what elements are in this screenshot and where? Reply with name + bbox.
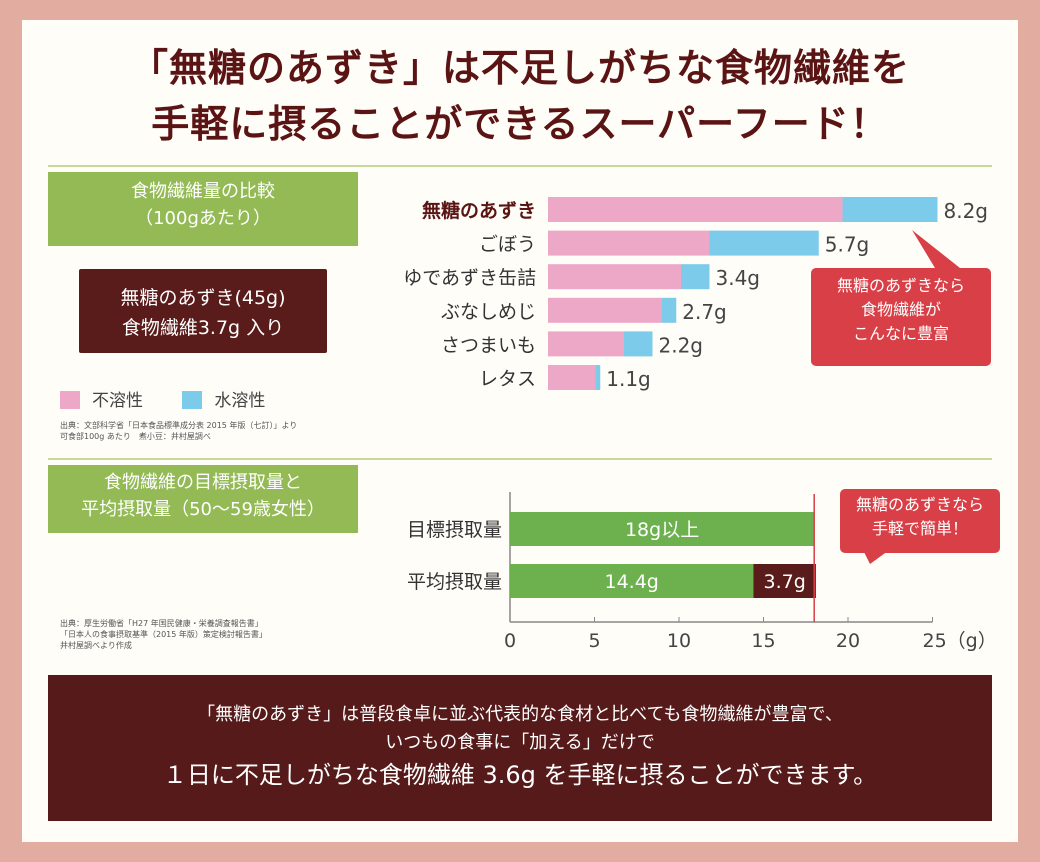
label-line-1: 食物繊維量の比較 <box>131 181 275 202</box>
category-label: さつまいも <box>441 334 536 356</box>
data-label: 3.4g <box>716 266 761 290</box>
category-label: レタス <box>479 368 536 390</box>
category-label: ごぼう <box>479 234 536 256</box>
bubble-pointer <box>912 230 960 268</box>
rich-fiber-bubble: 無糖のあずきなら 食物繊維が こんなに豊富 <box>811 268 991 366</box>
azuki-addition-bar <box>753 564 816 598</box>
bar-insoluble <box>548 197 843 222</box>
x-tick-label: 0 <box>504 630 516 652</box>
data-label: 1.1g <box>606 367 651 391</box>
intake-label-line-2: 平均摂取量（50〜59歳女性） <box>81 499 325 520</box>
source-line-2: 可食部100g あたり 煮小豆：井村屋調べ <box>60 432 211 441</box>
legend-soluble-swatch <box>182 391 203 409</box>
source2-line-3: 井村屋調べより作成 <box>60 641 132 650</box>
bar-soluble <box>662 297 677 323</box>
easy-bubble-line-2: 手軽で簡単！ <box>871 519 968 538</box>
bar-soluble <box>595 365 601 390</box>
intake-bar <box>510 512 815 546</box>
section2-source: 出典：厚生労働省「H27 年国民健康・栄養調査報告書」 「日本人の食事摂取基準（… <box>60 618 267 651</box>
intake-bar-label: 18g以上 <box>625 519 699 541</box>
intake-bar <box>510 564 754 598</box>
bar-soluble <box>709 230 819 256</box>
intake-label-line-1: 食物繊維の目標摂取量と <box>104 472 302 493</box>
bar-soluble <box>624 331 653 357</box>
source2-line-1: 出典：厚生労働省「H27 年国民健康・栄養調査報告書」 <box>60 619 263 628</box>
data-label: 5.7g <box>825 233 870 257</box>
data-label: 8.2g <box>944 199 989 223</box>
title-line-1: 「無糖のあずき」は不足しがちな食物繊維を <box>129 46 910 90</box>
x-tick-label: 25（g） <box>923 630 997 652</box>
x-tick-label: 20 <box>836 630 860 652</box>
bar-insoluble <box>548 264 681 290</box>
category-label: ぶなしめじ <box>441 301 536 323</box>
source-line-1: 出典：文部科学省「日本食品標準成分表 2015 年版（七訂）」より <box>60 421 298 430</box>
legend-soluble-label: 水溶性 <box>214 391 266 411</box>
callout-line-2: 食物繊維3.7g 入り <box>121 317 285 339</box>
intake-bar-label: 3.7g <box>763 571 805 593</box>
bar-insoluble <box>548 331 624 357</box>
section2-divider <box>48 458 992 460</box>
summary-line-1: 「無糖のあずき」は普段食卓に並ぶ代表的な食材と比べても食物繊維が豊富で、 <box>197 704 843 725</box>
page-title: 「無糖のあずき」は不足しがちな食物繊維を 手軽に摂ることができるスーパーフード！ <box>0 40 1040 152</box>
summary-line-2: いつもの食事に「加える」だけで <box>385 732 655 753</box>
bubble-line-3: こんなに豊富 <box>852 324 949 343</box>
bubble-line-2: 食物繊維が <box>860 300 941 319</box>
bar-insoluble <box>548 297 662 323</box>
intake-label: 食物繊維の目標摂取量と 平均摂取量（50〜59歳女性） <box>48 465 358 533</box>
fiber-comparison-chart: 無糖のあずき 8.2g ごぼう 5.7g ゆであずき缶詰 3.4g ぶなしめじ 2.7g さつま… <box>403 197 989 391</box>
intake-category-label: 平均摂取量 <box>407 571 502 593</box>
section1-source: 出典：文部科学省「日本食品標準成分表 2015 年版（七訂）」より 可食部100… <box>60 420 297 442</box>
legend-insoluble: 不溶性 <box>60 391 143 411</box>
bar-insoluble <box>548 230 710 256</box>
bar-insoluble <box>548 365 596 390</box>
azuki-fiber-callout: 無糖のあずき(45g) 食物繊維3.7g 入り <box>79 269 327 353</box>
bar-soluble <box>842 197 938 222</box>
summary-banner: 「無糖のあずき」は普段食卓に並ぶ代表的な食材と比べても食物繊維が豊富で、 いつも… <box>48 675 992 821</box>
category-label: 無糖のあずき <box>422 199 536 222</box>
x-tick-label: 5 <box>588 630 600 652</box>
intake-category-label: 目標摂取量 <box>407 519 502 541</box>
fiber-legend: 不溶性 水溶性 <box>60 386 265 411</box>
fiber-comparison-label: 食物繊維量の比較 （100gあたり） <box>48 172 358 246</box>
x-tick-label: 15 <box>751 630 775 652</box>
callout-line-1: 無糖のあずき(45g) <box>120 287 286 309</box>
section1-divider <box>48 165 992 167</box>
x-tick-label: 10 <box>667 630 691 652</box>
title-line-2: 手軽に摂ることができるスーパーフード！ <box>151 102 889 146</box>
data-label: 2.7g <box>682 300 727 324</box>
label-line-2: （100gあたり） <box>135 208 271 229</box>
data-label: 2.2g <box>659 333 704 357</box>
source2-line-2: 「日本人の食事摂取基準（2015 年版）策定検討報告書」 <box>60 630 267 639</box>
legend-insoluble-swatch <box>60 391 80 409</box>
category-label: ゆであずき缶詰 <box>403 267 536 289</box>
easy-bubble: 無糖のあずきなら 手軽で簡単！ <box>840 489 1000 553</box>
legend-insoluble-label: 不溶性 <box>92 391 143 411</box>
intake-bar-label: 14.4g <box>604 571 658 593</box>
summary-line-3: １日に不足しがちな食物繊維 3.6g を手軽に摂ることができます。 <box>162 761 878 789</box>
legend-soluble: 水溶性 <box>182 391 265 411</box>
easy-bubble-line-1: 無糖のあずきなら <box>855 495 984 514</box>
bubble-line-1: 無糖のあずきなら <box>836 276 965 295</box>
bar-soluble <box>681 264 710 290</box>
